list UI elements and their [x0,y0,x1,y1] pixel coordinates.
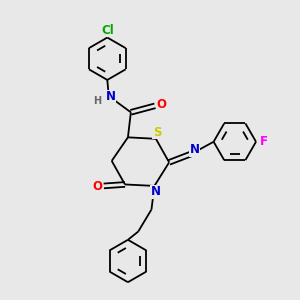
Text: S: S [153,126,161,139]
Text: H: H [94,96,102,106]
Text: N: N [190,143,200,157]
Text: N: N [151,185,160,198]
Text: Cl: Cl [101,24,114,37]
Text: O: O [92,180,102,193]
Text: F: F [260,135,268,148]
Text: O: O [157,98,166,111]
Text: N: N [106,90,116,103]
